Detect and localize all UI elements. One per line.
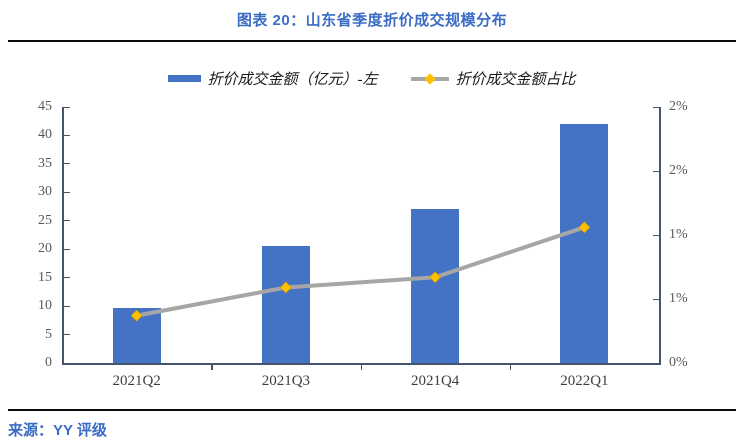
left-axis-tick xyxy=(63,305,70,307)
right-axis-tick xyxy=(653,106,659,108)
x-axis-label: 2021Q2 xyxy=(112,373,161,389)
x-axis-tick xyxy=(211,365,213,370)
left-axis-tick xyxy=(63,106,70,108)
legend-item-line-series: 折价成交金额占比 xyxy=(411,68,576,89)
left-axis-tick xyxy=(63,163,70,165)
right-axis-tick-label: 0% xyxy=(669,355,688,370)
x-axis-tick xyxy=(509,365,512,370)
left-axis-tick xyxy=(63,248,70,250)
legend-item-bar-series: 折价成交金额（亿元）-左 xyxy=(168,68,377,89)
data-point-diamond-marker xyxy=(279,281,292,294)
data-point-diamond-marker xyxy=(429,271,442,284)
left-axis-tick xyxy=(63,334,70,336)
left-axis-tick-label: 40 xyxy=(38,127,52,143)
line-series-overlay xyxy=(130,221,591,322)
right-axis-tick-label: 1% xyxy=(669,227,688,242)
data-point-diamond-marker xyxy=(578,221,591,234)
left-axis-tick xyxy=(63,277,70,279)
right-axis-tick xyxy=(653,298,659,300)
left-axis-tick-label: 45 xyxy=(38,99,52,114)
left-axis-tick-label: 5 xyxy=(45,326,52,342)
data-point-diamond-marker xyxy=(130,309,143,322)
x-axis-label: 2021Q3 xyxy=(261,373,311,389)
x-axis xyxy=(62,363,661,365)
top-divider xyxy=(8,40,736,42)
left-axis-tick-label: 0 xyxy=(45,355,52,370)
bottom-divider xyxy=(8,409,736,411)
source-note: 来源：YY 评级 xyxy=(8,422,107,439)
legend-label-bar: 折价成交金额（亿元）-左 xyxy=(207,72,378,88)
line-diamond-swatch-icon xyxy=(411,72,450,85)
legend-label-line: 折价成交金额占比 xyxy=(455,72,576,88)
right-y-axis xyxy=(659,107,661,363)
left-axis-tick-label: 25 xyxy=(38,212,52,228)
left-axis-tick-label: 30 xyxy=(38,184,52,200)
bar-2022Q1 xyxy=(560,124,609,363)
left-axis-tick xyxy=(63,220,70,222)
left-axis-tick-label: 15 xyxy=(38,269,52,285)
right-axis-tick-label: 2% xyxy=(669,99,688,114)
chart-legend: 折价成交金额（亿元）-左 折价成交金额占比 xyxy=(0,68,744,89)
diamond-marker-icon xyxy=(424,72,437,85)
right-axis-tick xyxy=(653,170,659,172)
chart-title: 图表 20：山东省季度折价成交规模分布 xyxy=(236,12,508,29)
right-axis-tick-label: 1% xyxy=(669,291,688,306)
bar-2021Q4 xyxy=(411,208,460,363)
right-axis-tick-label: 2% xyxy=(669,163,688,178)
x-axis-label: 2022Q1 xyxy=(560,373,609,389)
line-series-path xyxy=(136,225,586,318)
right-axis-tick xyxy=(653,234,659,236)
x-axis-tick xyxy=(360,365,362,370)
right-axis-tick xyxy=(653,362,659,364)
bar-2021Q3 xyxy=(261,245,310,363)
x-axis-label: 2021Q4 xyxy=(410,373,460,389)
left-axis-tick xyxy=(63,134,70,136)
bar-swatch-icon xyxy=(168,75,202,82)
left-axis-tick xyxy=(63,362,70,364)
left-axis-tick-label: 35 xyxy=(38,155,52,171)
left-axis-tick xyxy=(63,191,70,193)
left-axis-tick-label: 20 xyxy=(38,241,52,257)
left-axis-tick-label: 10 xyxy=(38,298,52,314)
left-y-axis xyxy=(62,107,64,363)
